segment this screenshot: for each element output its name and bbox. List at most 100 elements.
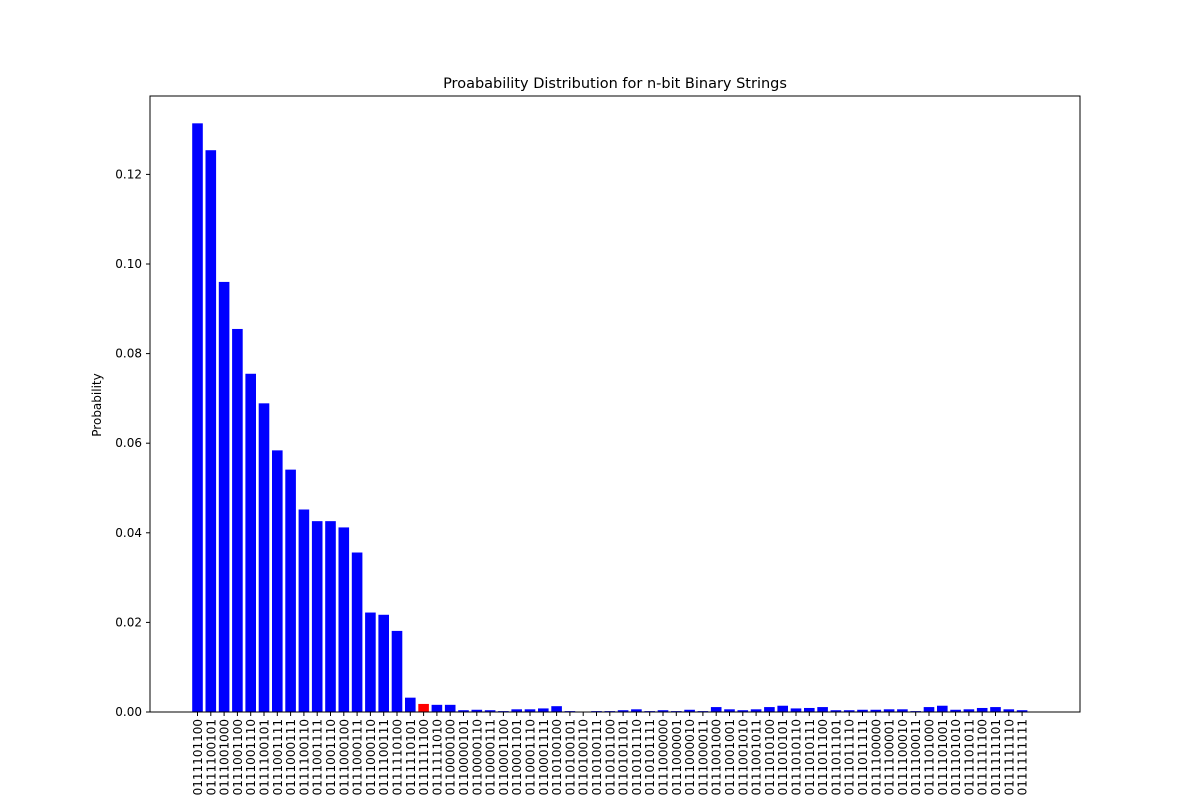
x-tick-label: 0111100101 bbox=[258, 719, 272, 795]
x-tick-label: 0111001111 bbox=[311, 719, 325, 795]
bar-21 bbox=[471, 709, 483, 712]
x-tick-label: 0111010111 bbox=[803, 719, 817, 795]
bar-52 bbox=[883, 709, 895, 712]
x-tick-label: 0110000111 bbox=[484, 719, 498, 795]
bar-62 bbox=[1016, 710, 1028, 712]
x-tick-label: 0110001101 bbox=[510, 719, 524, 795]
x-tick-label: 0110001100 bbox=[497, 719, 511, 795]
bar-57 bbox=[950, 709, 961, 712]
bar-41 bbox=[737, 710, 749, 712]
x-tick-label: 0110100101 bbox=[563, 719, 577, 795]
x-tick-label: 0111111100 bbox=[976, 719, 990, 795]
bar-39 bbox=[710, 707, 722, 712]
bar-44 bbox=[777, 705, 788, 712]
bar-53 bbox=[897, 709, 908, 712]
bar-13 bbox=[365, 612, 376, 712]
x-tick-label: 0110101100 bbox=[603, 719, 617, 795]
chart-title: Proabability Distribution for n-bit Bina… bbox=[443, 76, 787, 92]
x-tick-label: 0111000111 bbox=[351, 719, 365, 795]
bar-46 bbox=[804, 707, 815, 712]
bars-group bbox=[192, 123, 1028, 712]
x-tick-label: 0111101100 bbox=[191, 719, 205, 795]
x-tick-label: 0111001110 bbox=[244, 719, 258, 795]
x-tick-label: 0111000110 bbox=[364, 719, 378, 795]
bar-16 bbox=[405, 697, 416, 712]
bar-1 bbox=[205, 150, 217, 712]
x-tick-label: 0111100010 bbox=[896, 719, 910, 795]
x-tick-label: 0111101010 bbox=[949, 719, 963, 795]
x-tick-label: 0111111100 bbox=[417, 719, 431, 795]
bar-12 bbox=[351, 552, 363, 712]
x-tick-label: 0111001110 bbox=[324, 719, 338, 795]
x-tick-label: 0111000010 bbox=[683, 719, 697, 795]
bar-0 bbox=[192, 123, 203, 712]
bar-9 bbox=[311, 521, 323, 712]
x-tick-label: 0111010100 bbox=[763, 719, 777, 795]
x-tick-label: 0111111110 bbox=[1002, 719, 1016, 795]
x-axis-ticks: 0111101100 0111100101 0111001000 0111001100… bbox=[191, 712, 1030, 795]
bar-47 bbox=[817, 707, 828, 712]
bar-26 bbox=[538, 708, 549, 712]
bar-4 bbox=[245, 373, 256, 712]
x-tick-label: 0111000001 bbox=[670, 719, 684, 795]
x-tick-label: 0111001011 bbox=[750, 719, 764, 795]
bar-56 bbox=[937, 705, 948, 712]
bar-49 bbox=[843, 710, 855, 712]
x-tick-label: 0111010110 bbox=[790, 719, 804, 795]
x-tick-label: 0111100111 bbox=[377, 719, 391, 795]
bar-15 bbox=[391, 630, 403, 712]
x-tick-label: 0111000011 bbox=[696, 719, 710, 795]
bar-58 bbox=[963, 709, 975, 712]
x-tick-label: 0111101001 bbox=[936, 719, 950, 795]
bar-40 bbox=[724, 709, 735, 712]
bar-37 bbox=[684, 709, 695, 712]
bar-55 bbox=[923, 707, 935, 712]
y-tick-label: 0.00 bbox=[115, 705, 142, 719]
bar-18 bbox=[431, 704, 443, 712]
bar-20 bbox=[458, 710, 469, 712]
bar-61 bbox=[1003, 709, 1015, 712]
x-tick-label: 0111111101 bbox=[989, 719, 1003, 795]
bar-51 bbox=[870, 709, 882, 712]
x-tick-label: 0110100100 bbox=[550, 719, 564, 795]
bar-48 bbox=[830, 710, 842, 712]
bar-11 bbox=[338, 527, 350, 712]
x-tick-label: 0111000111 bbox=[284, 719, 298, 795]
bar-45 bbox=[790, 708, 802, 712]
bar-35 bbox=[657, 710, 669, 712]
bar-32 bbox=[617, 710, 629, 712]
x-tick-label: 0110101110 bbox=[630, 719, 644, 795]
bar-7 bbox=[285, 469, 296, 712]
x-tick-label: 0111011101 bbox=[829, 719, 843, 795]
y-tick-label: 0.02 bbox=[115, 615, 142, 629]
x-tick-label: 0111010101 bbox=[776, 719, 790, 795]
x-tick-label: 0110000101 bbox=[457, 719, 471, 795]
x-tick-label: 0111111010 bbox=[430, 719, 444, 795]
bar-43 bbox=[764, 707, 775, 712]
bar-50 bbox=[857, 709, 868, 712]
bar-22 bbox=[484, 710, 496, 712]
bar-6 bbox=[272, 450, 283, 712]
bar-10 bbox=[325, 521, 336, 712]
x-tick-label: 0111100101 bbox=[204, 719, 218, 795]
x-tick-label: 0110100111 bbox=[590, 719, 604, 795]
bar-2 bbox=[218, 281, 230, 712]
x-tick-label: 0111100001 bbox=[883, 719, 897, 795]
bar-19 bbox=[444, 704, 456, 712]
x-tick-label: 0111101011 bbox=[962, 719, 976, 795]
bar-3 bbox=[232, 328, 243, 712]
x-tick-label: 0111001000 bbox=[710, 719, 724, 795]
x-tick-label: 0111100011 bbox=[909, 719, 923, 795]
x-tick-label: 0111110100 bbox=[391, 719, 405, 795]
x-tick-label: 0111111111 bbox=[1016, 719, 1030, 795]
x-tick-label: 0111001100 bbox=[231, 719, 245, 795]
plot-frame bbox=[149, 95, 1081, 713]
x-tick-label: 0110000100 bbox=[444, 719, 458, 795]
x-tick-label: 0111001000 bbox=[218, 719, 232, 795]
bar-24 bbox=[511, 709, 522, 712]
x-tick-label: 0110101111 bbox=[643, 719, 657, 795]
bar-17 bbox=[418, 703, 429, 712]
x-tick-label: 0110001110 bbox=[524, 719, 538, 795]
x-tick-label: 0111011100 bbox=[816, 719, 830, 795]
